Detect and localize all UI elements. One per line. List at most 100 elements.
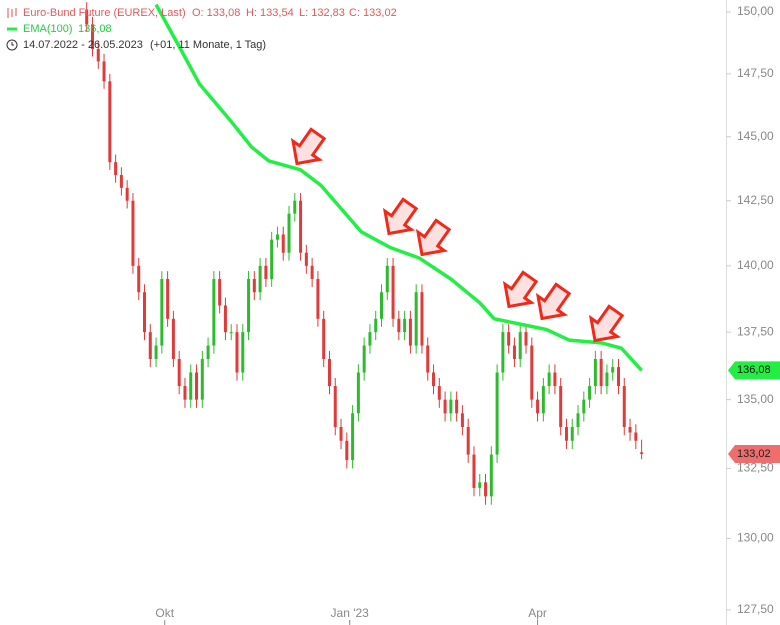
candle-body: [512, 345, 516, 360]
x-tick-label: Okt: [155, 606, 174, 620]
x-tick-label: Apr: [528, 606, 547, 620]
candle-body: [90, 24, 94, 49]
candle-body: [96, 48, 100, 62]
candle-icon: [7, 8, 17, 18]
candle-body: [460, 413, 464, 428]
candle-body: [443, 399, 447, 414]
candle-body: [356, 372, 360, 414]
candle-body: [195, 372, 199, 400]
candle-body: [507, 332, 511, 346]
x-tick-label: Jan '23: [331, 606, 370, 620]
candle-body: [281, 234, 285, 253]
arrow: [535, 282, 572, 321]
arrow: [415, 218, 452, 257]
candle-body: [310, 265, 314, 280]
candle-body: [547, 372, 551, 387]
candle-body: [102, 61, 106, 82]
candle-body: [252, 279, 256, 293]
candle-body: [177, 359, 181, 387]
candle-body: [235, 332, 239, 373]
candle-body: [154, 345, 158, 360]
candle-body: [368, 332, 372, 346]
candle-body: [374, 318, 378, 333]
y-tick-label: 132,50: [737, 461, 774, 475]
candle-body: [640, 452, 644, 455]
candle-body: [108, 81, 112, 163]
candle-body: [275, 234, 279, 240]
candle-body: [466, 427, 470, 455]
candle-body: [166, 279, 170, 319]
candle-body: [530, 345, 534, 400]
candle-body: [200, 359, 204, 400]
candle-body: [316, 279, 320, 319]
candle-body: [206, 345, 210, 360]
y-tick-label: 145,00: [737, 129, 774, 143]
y-tick-label: 147,50: [737, 66, 774, 80]
candle-body: [327, 359, 331, 387]
candle-body: [616, 367, 620, 387]
candle-body: [426, 345, 430, 373]
ema-line: [154, 3, 643, 372]
legend: Euro-Bund Future (EUREX, Last) O: 133,08…: [6, 7, 397, 51]
legend-ema: EMA(100): [23, 23, 73, 35]
candle-body: [379, 292, 383, 319]
y-tick-label: 142,50: [737, 193, 774, 207]
candle-body: [432, 372, 436, 387]
candle-body: [408, 318, 412, 346]
candle-body: [414, 292, 418, 346]
candle-body: [339, 427, 343, 441]
y-tick-label: 135,00: [737, 392, 774, 406]
candle-body: [495, 372, 499, 455]
candle-body: [611, 367, 615, 373]
candle-body: [472, 454, 476, 488]
candle-body: [171, 318, 175, 360]
legend-ohlc: O: 133,08: [192, 7, 240, 19]
candle-body: [570, 427, 574, 441]
candle-body: [593, 359, 597, 387]
candle-body: [287, 213, 291, 253]
candle-body: [131, 200, 135, 266]
candle-body: [501, 332, 505, 373]
candle-body: [143, 292, 147, 333]
candle-body: [333, 386, 337, 428]
candle-body: [599, 359, 603, 387]
candle-body: [559, 386, 563, 428]
legend-range: 14.07.2022 - 26.05.2023: [23, 39, 143, 51]
y-tick-label: 130,00: [737, 531, 774, 545]
candle-body: [622, 386, 626, 428]
candle-body: [478, 482, 482, 488]
candle-body: [518, 332, 522, 360]
candle-body: [258, 265, 262, 293]
y-tick-label: 150,00: [737, 4, 774, 18]
arrow: [502, 270, 539, 309]
candle-body: [588, 386, 592, 400]
legend-ohlc: H: 133,54: [246, 7, 294, 19]
candle-body: [212, 279, 216, 346]
candle-body: [119, 174, 123, 188]
price-tag-label: 136,08: [737, 364, 771, 376]
candle-body: [241, 332, 245, 373]
candle-body: [628, 427, 632, 433]
candle-body: [553, 372, 557, 387]
clock-icon: [6, 39, 18, 51]
candle-body: [489, 454, 493, 497]
price-tag: [728, 361, 780, 380]
candle-body: [634, 432, 638, 441]
candle-body: [304, 252, 308, 266]
candle-body: [397, 318, 401, 333]
candle-body: [114, 162, 118, 175]
candle-body: [403, 318, 407, 333]
candle-body: [437, 386, 441, 400]
candle-body: [576, 413, 580, 428]
candle-body: [362, 345, 366, 373]
arrow: [290, 127, 327, 166]
candle-body: [160, 279, 164, 346]
candle-body: [148, 332, 152, 360]
candle-body: [391, 265, 395, 319]
y-tick-label: 137,50: [737, 324, 774, 338]
candle-body: [484, 482, 488, 497]
candle-body: [345, 440, 349, 461]
candle-body: [564, 427, 568, 441]
legend-span: (+01, 11 Monate, 1 Tag): [150, 39, 266, 51]
candle-body: [420, 292, 424, 346]
